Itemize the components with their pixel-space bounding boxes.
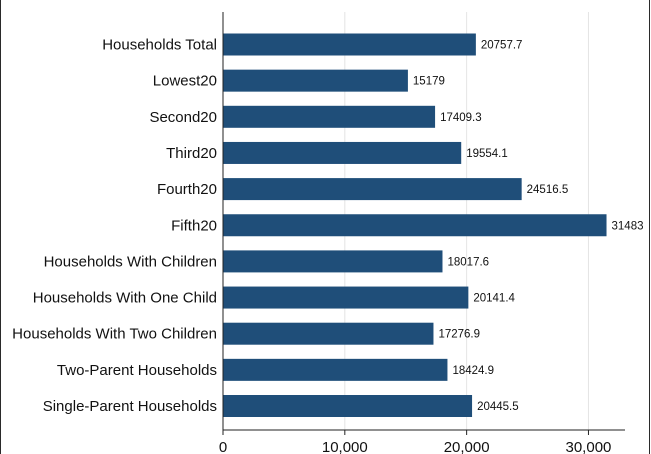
value-label-0: 20757.7: [481, 40, 523, 52]
category-label-3: Third20: [166, 145, 217, 162]
category-label-5: Fifth20: [171, 217, 217, 234]
category-label-7: Households With One Child: [33, 290, 217, 307]
category-label-0: Households Total: [102, 37, 217, 54]
bars: [223, 33, 607, 417]
value-label-4: 24516.5: [527, 184, 569, 196]
bar-4: [223, 178, 522, 201]
value-label-6: 18017.6: [447, 256, 489, 268]
x-tick-label-2: 20,000: [444, 439, 490, 454]
x-tick-label-3: 30,000: [566, 439, 612, 454]
value-label-5: 31483: [612, 220, 644, 232]
category-label-10: Single-Parent Households: [43, 398, 217, 415]
category-label-8: Households With Two Children: [12, 326, 217, 343]
value-label-7: 20141.4: [473, 293, 515, 305]
category-labels: Households Total Lowest20 Second20 Third20 F…: [12, 37, 217, 416]
bar-10: [223, 395, 473, 417]
bar-2: [223, 105, 436, 128]
value-label-3: 19554.1: [466, 148, 508, 160]
category-label-1: Lowest20: [153, 73, 217, 90]
value-label-9: 18424.9: [452, 365, 494, 377]
bar-1: [223, 69, 408, 92]
value-label-2: 17409.3: [440, 112, 482, 124]
bar-3: [223, 141, 462, 164]
bar-8: [223, 322, 434, 345]
bar-9: [223, 358, 448, 381]
bar-6: [223, 250, 443, 273]
x-tick-label-1: 10,000: [322, 439, 368, 454]
axes: 0 10,000 20,000 30,000: [219, 12, 625, 454]
bar-7: [223, 286, 469, 309]
value-label-8: 17276.9: [438, 329, 480, 341]
bar-5: [223, 214, 607, 237]
value-label-1: 15179: [413, 76, 445, 88]
category-label-2: Second20: [149, 109, 217, 126]
x-tick-label-0: 0: [219, 439, 227, 454]
value-labels: 20757.7 15179 17409.3 19554.1 24516.5 31483 18…: [413, 40, 644, 414]
bar-0: [223, 33, 476, 56]
category-label-4: Fourth20: [157, 181, 217, 198]
value-label-10: 20445.5: [477, 401, 519, 413]
category-label-9: Two-Parent Households: [57, 362, 217, 379]
category-label-6: Households With Children: [44, 253, 217, 270]
